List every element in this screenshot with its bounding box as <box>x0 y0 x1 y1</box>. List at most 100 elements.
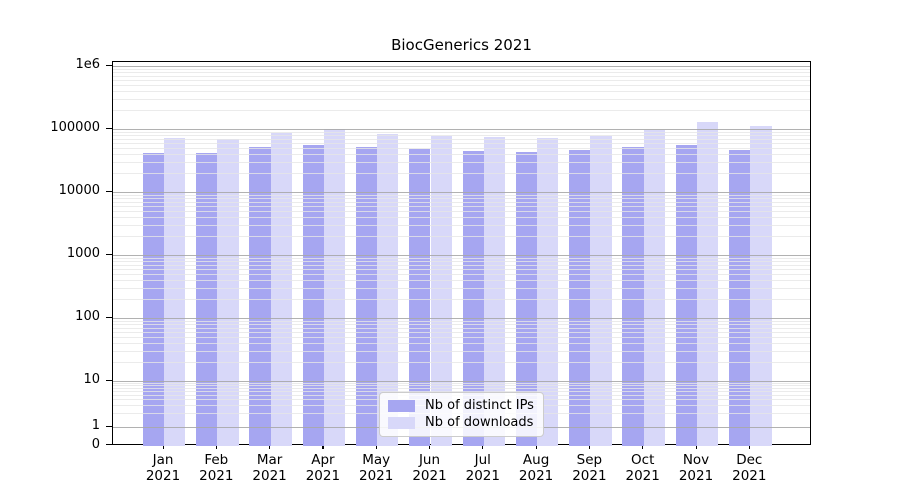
minor-gridline <box>113 110 810 112</box>
bar-downloads-4 <box>377 134 399 446</box>
x-tick-month: May <box>362 452 391 468</box>
major-gridline <box>113 66 810 67</box>
chart-title: BiocGenerics 2021 <box>391 36 532 54</box>
minor-gridline <box>113 362 810 364</box>
minor-gridline <box>113 324 810 326</box>
x-tick-label-feb: Feb 2021 <box>184 452 248 484</box>
x-tick-label-jul: Jul 2021 <box>451 452 515 484</box>
x-tick-label-apr: Apr 2021 <box>291 452 355 484</box>
x-tick-year: 2021 <box>625 468 660 484</box>
bar-distinct-ips-11 <box>729 150 751 446</box>
minor-gridline <box>113 320 810 322</box>
minor-gridline <box>113 327 810 329</box>
x-tick-mark <box>642 445 644 449</box>
x-tick-label-oct: Oct 2021 <box>611 452 675 484</box>
legend-label-distinct-ips: Nb of distinct IPs <box>425 398 534 413</box>
y-tick-label-100000: 100000 <box>50 120 100 135</box>
minor-gridline <box>113 135 810 137</box>
major-gridline <box>113 255 810 256</box>
legend-swatch-downloads-icon <box>388 416 415 429</box>
x-tick-month: Jan <box>152 452 174 468</box>
minor-gridline <box>113 201 810 203</box>
x-tick-mark <box>162 445 164 449</box>
x-tick-year: 2021 <box>305 468 341 484</box>
y-tick-label-1: 1 <box>91 418 100 433</box>
bar-downloads-5 <box>430 135 452 446</box>
x-tick-mark <box>375 445 377 449</box>
plot-area <box>112 61 811 446</box>
minor-gridline <box>113 388 810 390</box>
bar-downloads-9 <box>643 129 665 446</box>
x-tick-mark <box>269 445 271 449</box>
minor-gridline <box>113 385 810 387</box>
y-tick-label-10000: 10000 <box>58 183 100 198</box>
minor-gridline <box>113 205 810 207</box>
minor-gridline <box>113 198 810 200</box>
x-tick-mark <box>322 445 324 449</box>
x-tick-label-dec: Dec 2021 <box>717 452 781 484</box>
y-tick-mark <box>106 316 112 318</box>
x-tick-mark <box>215 445 217 449</box>
x-tick-year: 2021 <box>732 468 767 484</box>
minor-gridline <box>113 280 810 282</box>
x-tick-month: Mar <box>256 452 283 468</box>
minor-gridline <box>113 194 810 196</box>
x-tick-month: Dec <box>736 452 763 468</box>
minor-gridline <box>113 147 810 149</box>
y-tick-mark <box>106 64 112 66</box>
minor-gridline <box>113 217 810 219</box>
legend-swatch-distinct-ips-icon <box>388 399 415 412</box>
bar-distinct-ips-10 <box>675 145 697 446</box>
x-tick-mark <box>535 445 537 449</box>
x-tick-label-may: May 2021 <box>344 452 408 484</box>
x-tick-month: Feb <box>204 452 229 468</box>
minor-gridline <box>113 142 810 144</box>
bar-downloads-6 <box>483 137 506 446</box>
x-tick-year: 2021 <box>465 468 500 484</box>
x-tick-year: 2021 <box>412 468 447 484</box>
bar-distinct-ips-5 <box>409 148 431 446</box>
bar-downloads-10 <box>697 122 719 446</box>
minor-gridline <box>113 210 810 212</box>
major-gridline <box>113 129 810 130</box>
bar-distinct-ips-6 <box>462 150 484 446</box>
minor-gridline <box>113 91 810 93</box>
minor-gridline <box>113 72 810 74</box>
minor-gridline <box>113 331 810 333</box>
y-tick-mark <box>106 190 112 192</box>
bar-downloads-0 <box>164 138 186 446</box>
x-tick-year: 2021 <box>518 468 554 484</box>
minor-gridline <box>113 383 810 385</box>
x-tick-month: Nov <box>682 452 710 468</box>
y-tick-mark <box>106 444 112 446</box>
y-tick-label-10: 10 <box>83 372 100 387</box>
x-tick-label-jun: Jun 2021 <box>398 452 462 484</box>
minor-gridline <box>113 264 810 266</box>
y-tick-label-1000: 1000 <box>66 246 100 261</box>
bar-distinct-ips-8 <box>569 149 591 446</box>
x-tick-mark <box>588 445 591 449</box>
minor-gridline <box>113 131 810 133</box>
minor-gridline <box>113 68 810 70</box>
bar-distinct-ips-2 <box>249 147 271 446</box>
minor-gridline <box>113 154 810 156</box>
legend-row-distinct-ips: Nb of distinct IPs <box>388 397 535 414</box>
x-tick-year: 2021 <box>252 468 287 484</box>
minor-gridline <box>113 236 810 238</box>
minor-gridline <box>113 343 810 345</box>
minor-gridline <box>113 84 810 86</box>
minor-gridline <box>113 268 810 270</box>
minor-gridline <box>113 257 810 259</box>
x-tick-month: Oct <box>631 452 655 468</box>
bar-downloads-3 <box>323 129 346 446</box>
minor-gridline <box>113 173 810 175</box>
minor-gridline <box>113 336 810 338</box>
x-tick-year: 2021 <box>572 468 607 484</box>
bar-distinct-ips-3 <box>302 145 324 446</box>
x-tick-label-sep: Sep 2021 <box>557 452 621 484</box>
minor-gridline <box>113 287 810 289</box>
x-tick-month: Sep <box>576 452 603 468</box>
legend-row-downloads: Nb of downloads <box>388 414 535 431</box>
x-tick-label-jan: Jan 2021 <box>131 452 195 484</box>
legend: Nb of distinct IPs Nb of downloads <box>379 392 544 437</box>
